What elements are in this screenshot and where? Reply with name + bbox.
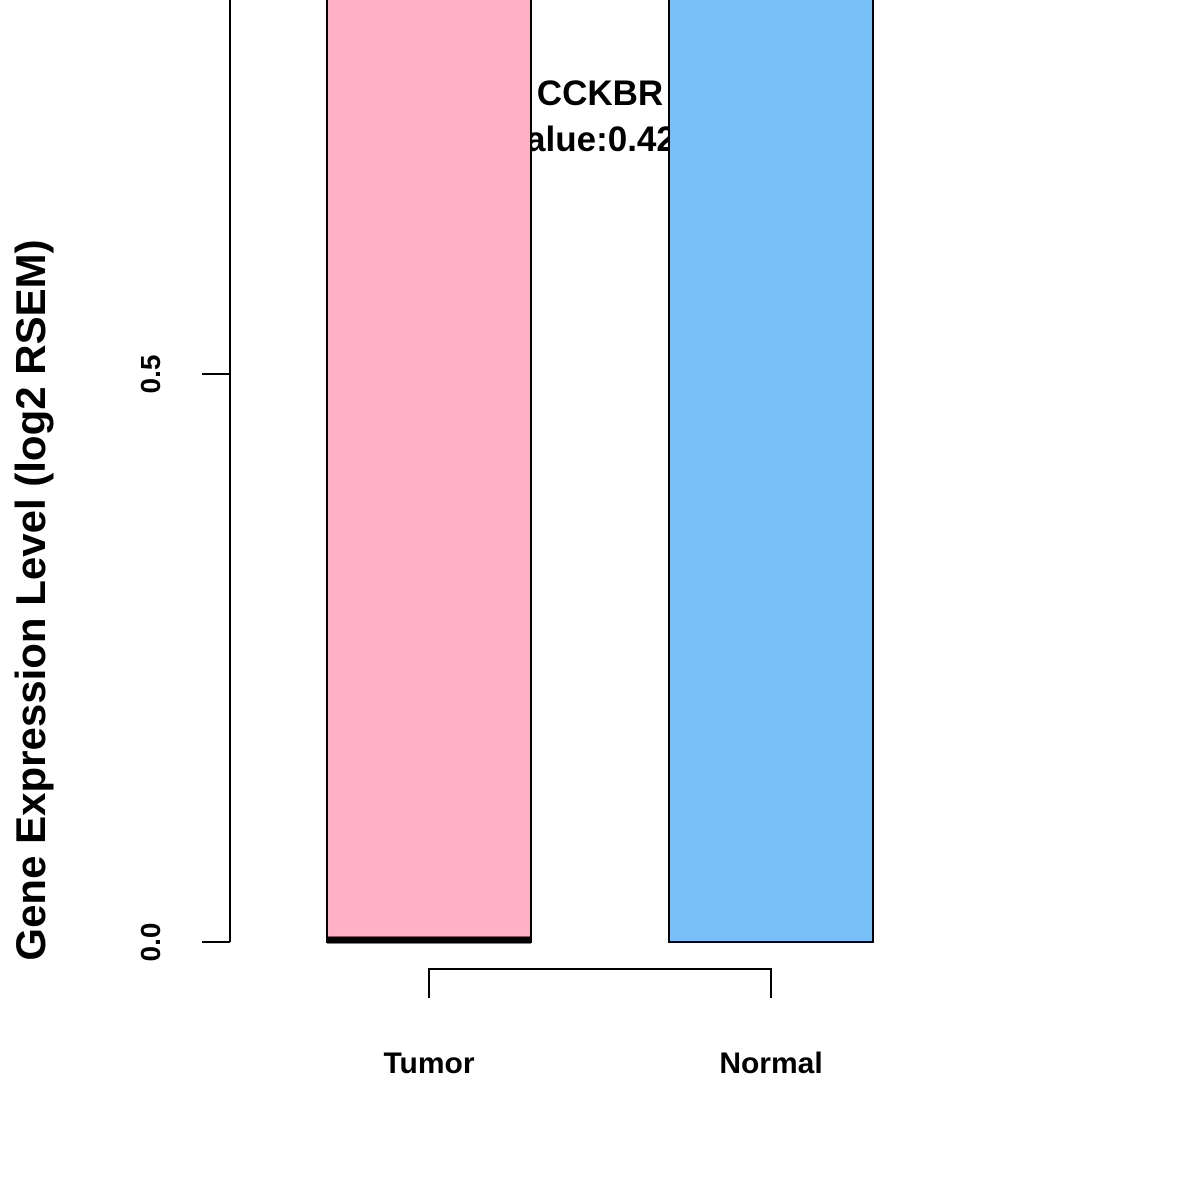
y-tick-label: 0.0 <box>135 923 166 962</box>
box-normal <box>668 0 874 943</box>
bracket-line <box>428 968 772 998</box>
box-rect <box>668 0 874 943</box>
comparison-bracket <box>428 968 772 998</box>
x-category-label: Normal <box>719 1047 822 1080</box>
y-axis-label: Gene Expression Level (log2 RSEM) <box>7 239 54 960</box>
y-tick-label: 0.5 <box>135 355 166 394</box>
boxes <box>326 0 874 944</box>
chart-title: CCKBR <box>537 74 663 113</box>
box-tumor <box>326 0 532 944</box>
x-axis-labels: Tumor Normal <box>383 1047 822 1080</box>
box-rect <box>326 0 532 944</box>
x-category-label: Tumor <box>383 1047 474 1080</box>
y-axis: 0.00.51.01.5 <box>135 0 231 962</box>
